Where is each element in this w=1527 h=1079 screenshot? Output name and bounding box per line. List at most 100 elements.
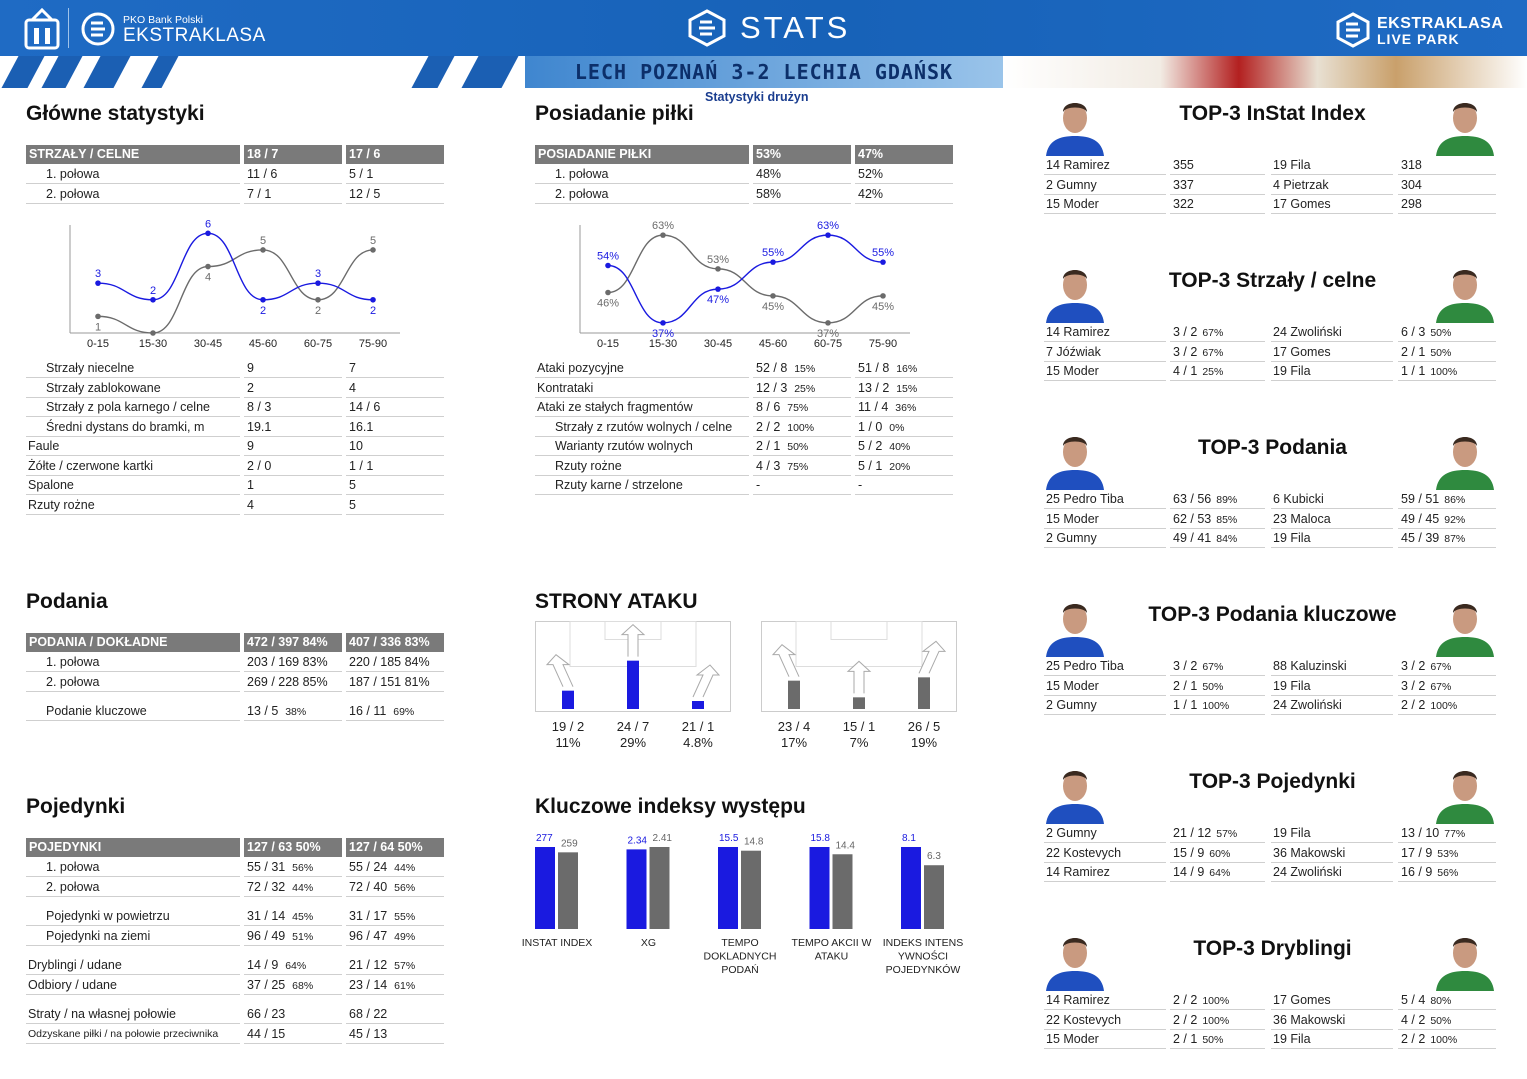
passes-header-0: PODANIA / DOKŁADNE xyxy=(26,633,240,652)
attack-sides-title: STRONY ATAKU xyxy=(535,590,698,613)
duels-header-0: POJEDYNKI xyxy=(26,838,240,857)
possession-header-2: 47% xyxy=(855,145,953,164)
player-shirt xyxy=(1436,637,1494,657)
cell-percent: 36% xyxy=(892,402,917,414)
player-hair xyxy=(1063,938,1087,947)
away-player-name: 4 Pietrzak xyxy=(1271,176,1393,195)
main-row-cell: 5 xyxy=(346,496,444,515)
passes-row-cell: 2. połowa xyxy=(26,673,240,692)
possession-row-cell: Ataki pozycyjne xyxy=(535,359,749,378)
away-player-value: 2 / 2 100% xyxy=(1398,696,1496,715)
cell-value: 8 / 6 xyxy=(756,400,781,414)
home-player-value: 15 / 9 60% xyxy=(1170,844,1265,863)
cell-percent: 57% xyxy=(391,960,416,972)
home-player-value: 2 / 2 100% xyxy=(1170,991,1265,1010)
cell-percent: 56% xyxy=(391,882,416,894)
percent: 60% xyxy=(1209,847,1231,860)
duels-row-cell: 72 / 40 56% xyxy=(346,878,444,897)
cell-percent: 51% xyxy=(289,931,314,943)
home-player-value: 4 / 1 25% xyxy=(1170,362,1265,381)
possession-row-cell: 1 / 0 0% xyxy=(855,418,953,437)
home-player-name: 15 Moder xyxy=(1044,362,1166,381)
attack-arrow-icon xyxy=(771,643,800,677)
away-player-value: 45 / 39 87% xyxy=(1398,529,1496,548)
away-player-name: 36 Makowski xyxy=(1271,1011,1393,1030)
possession-row-cell: 8 / 6 75% xyxy=(753,398,851,417)
away-bar xyxy=(741,850,761,929)
passes-title: Podania xyxy=(26,590,108,613)
kpi-bar-chart: 277 259 2.34 2.41 15.5 14.8 15.8 14.4 8.1 6.3 INST… xyxy=(522,833,964,976)
value: 3 / 2 xyxy=(1173,659,1198,673)
home-point xyxy=(205,230,211,237)
away-point-label: 37% xyxy=(817,328,839,340)
logo-divider xyxy=(68,8,69,48)
away-point xyxy=(315,296,321,303)
player-face xyxy=(1063,103,1087,133)
value: 2 / 2 xyxy=(1173,1012,1198,1027)
passes-header-1: 472 / 397 84% xyxy=(244,633,342,652)
home-player-name: 7 Jóźwiak xyxy=(1044,343,1166,362)
attack-bar xyxy=(562,690,574,709)
home-point xyxy=(825,232,831,238)
main-row-cell: Średni dystans do bramki, m xyxy=(26,418,240,437)
away-attack-percent: 19% xyxy=(910,735,938,750)
percent: 80% xyxy=(1430,995,1452,1007)
duels-row-cell: 68 / 22 xyxy=(346,1005,444,1024)
cell-value: 66 / 23 xyxy=(247,1007,286,1021)
possession-half-cell: 48% xyxy=(753,165,851,184)
away-player-value: 13 / 10 77% xyxy=(1398,824,1496,843)
home-player-name: 22 Kostevych xyxy=(1044,844,1166,863)
top3-title: TOP-3 Strzały / celne xyxy=(1168,269,1377,292)
home-bar xyxy=(809,847,830,929)
home-player-name: 14 Ramirez xyxy=(1044,863,1166,882)
value: 3 / 2 xyxy=(1173,344,1198,359)
value: 63 / 56 xyxy=(1173,492,1212,506)
away-point-label: 46% xyxy=(597,298,619,310)
percent: 53% xyxy=(1437,847,1459,860)
away-player-photo-icon xyxy=(1436,604,1494,657)
player-shirt xyxy=(1046,303,1104,323)
value: 6 / 3 xyxy=(1401,325,1426,339)
possession-half-cell: 2. połowa xyxy=(535,185,749,204)
home-player-name: 14 Ramirez xyxy=(1044,156,1166,175)
cell-value: 14 / 9 xyxy=(247,958,279,972)
duels-row-cell: 37 / 25 68% xyxy=(244,976,342,995)
ekstraklasa-logo-icon xyxy=(81,12,115,46)
away-point xyxy=(605,289,611,296)
away-player-photo-icon xyxy=(1436,437,1494,490)
stats-logo-icon xyxy=(688,9,726,47)
main-row-cell: 2 xyxy=(244,379,342,398)
away-point-label: 45% xyxy=(872,301,894,313)
cell-percent: 61% xyxy=(391,980,416,992)
home-point-label: 47% xyxy=(707,294,729,306)
away-point-label: 63% xyxy=(652,220,674,232)
player-shirt xyxy=(1436,470,1494,490)
player-face xyxy=(1453,604,1477,634)
passes-row-cell: 269 / 228 85% xyxy=(244,673,342,692)
percent: 67% xyxy=(1430,680,1452,693)
home-point xyxy=(770,259,776,265)
possession-title: Posiadanie piłki xyxy=(535,102,694,125)
match-score: LECH POZNAŃ 3-2 LECHIA GDAŃSK xyxy=(525,56,1003,88)
attack-bar xyxy=(788,680,800,709)
away-point xyxy=(770,293,776,299)
value: 2 / 2 xyxy=(1401,1032,1426,1046)
cell-value: 45 / 13 xyxy=(349,1027,388,1041)
cell-value: 13 / 5 xyxy=(247,704,279,718)
away-player-value: 5 / 4 80% xyxy=(1398,991,1496,1010)
value: 304 xyxy=(1401,177,1422,192)
away-player-name: 19 Fila xyxy=(1271,677,1393,696)
cell-value: 4 / 3 xyxy=(756,458,781,473)
home-bar xyxy=(535,847,555,929)
possession-row-cell: - xyxy=(855,476,953,495)
cell-percent: 20% xyxy=(886,460,911,473)
home-player-value: 14 / 9 64% xyxy=(1170,863,1265,882)
attack-bar xyxy=(853,697,865,709)
away-player-value: 17 / 9 53% xyxy=(1398,844,1496,863)
away-player-name: 19 Fila xyxy=(1271,529,1393,548)
value: 5 / 4 xyxy=(1401,993,1426,1007)
main-row-cell: Strzały z pola karnego / celne xyxy=(26,398,240,417)
away-player-name: 17 Gomes xyxy=(1271,991,1393,1010)
away-bar-value: 14.4 xyxy=(836,840,856,851)
